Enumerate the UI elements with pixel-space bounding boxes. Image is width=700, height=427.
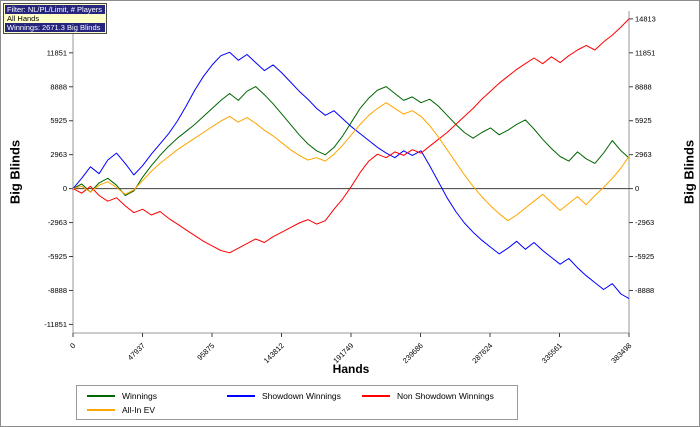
y-tick-label-right: -2963 — [635, 218, 654, 227]
y-tick-label-right: 8888 — [635, 82, 652, 91]
y-tick-label-left: -2963 — [48, 218, 67, 227]
series-line-winnings — [72, 86, 630, 196]
y-tick-label-left: 8888 — [50, 82, 67, 91]
x-axis-title: Hands — [332, 362, 370, 376]
showdown-winnings-line-swatch — [227, 395, 255, 397]
winnings-line-swatch — [87, 395, 115, 397]
y-tick-label-left: -5925 — [48, 252, 67, 261]
legend-label: Non Showdown Winnings — [397, 391, 494, 401]
filter-info-box: Filter: NL/PL/Limit, # Players All Hands… — [3, 3, 108, 34]
series-line-showdown-winnings — [72, 51, 630, 300]
legend-item-winnings[interactable]: Winnings — [87, 391, 227, 401]
y-tick-label-left: 5925 — [50, 116, 67, 125]
legend-label: All-In EV — [122, 405, 156, 415]
filter-line[interactable]: Filter: NL/PL/Limit, # Players — [5, 5, 106, 14]
series-line-non-showdown-winnings — [72, 18, 630, 254]
legend-item-showdown-winnings[interactable]: Showdown Winnings — [227, 391, 362, 401]
legend-label: Winnings — [122, 391, 157, 401]
winnings-summary-line[interactable]: Winnings: 2671.3 Big Blinds — [5, 23, 106, 32]
legend-item-all-in-ev[interactable]: All-In EV — [87, 405, 227, 415]
y-tick-label-right: -5925 — [635, 252, 654, 261]
x-tick-label: 0 — [68, 341, 77, 350]
legend-label: Showdown Winnings — [262, 391, 341, 401]
non-showdown-winnings-line-swatch — [362, 395, 390, 397]
y-tick-label-right: -8888 — [635, 286, 654, 295]
legend-item-non-showdown-winnings[interactable]: Non Showdown Winnings — [362, 391, 507, 401]
y-tick-label-right: 14813 — [635, 14, 656, 23]
hands-filter-line[interactable]: All Hands — [7, 14, 40, 23]
y-tick-label-right: 11851 — [635, 48, 655, 57]
legend: Winnings Showdown Winnings Non Showdown … — [76, 385, 518, 420]
x-tick-label: 47937 — [126, 341, 147, 362]
y-axis-title-left: Big Blinds — [7, 139, 23, 205]
y-tick-label-left: 11851 — [47, 48, 67, 57]
y-tick-label-right: 5925 — [635, 116, 652, 125]
all-in-ev-line-swatch — [87, 409, 115, 411]
y-tick-label-left: 2963 — [50, 150, 67, 159]
y-tick-label-left: 0 — [63, 184, 67, 193]
series-line-all-in-ev — [72, 102, 630, 222]
y-tick-label-left: -11851 — [44, 320, 67, 329]
y-tick-label-right: 0 — [635, 184, 639, 193]
y-tick-label-left: -8888 — [48, 286, 67, 295]
y-axis-title-right: Big Blinds — [681, 139, 697, 205]
x-tick-label: 95875 — [195, 341, 216, 362]
y-tick-label-right: 2963 — [635, 150, 652, 159]
